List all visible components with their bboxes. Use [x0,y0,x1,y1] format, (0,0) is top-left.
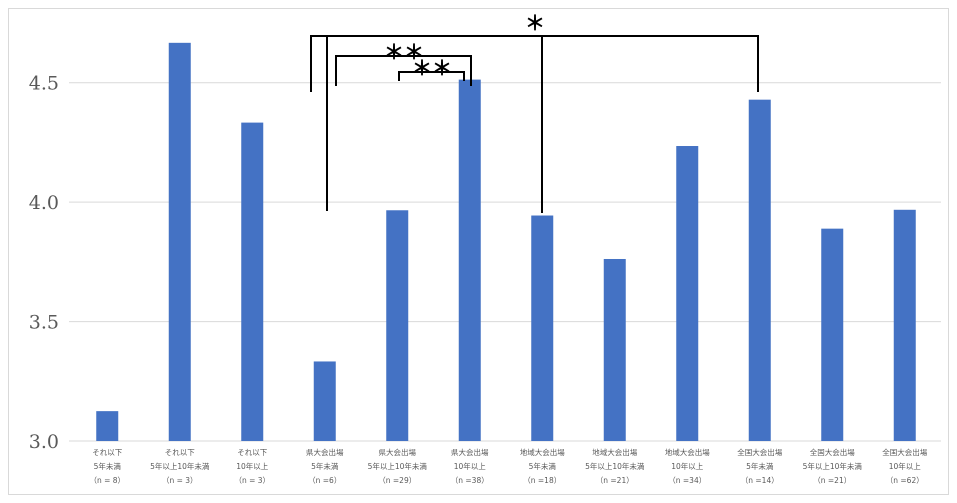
x-tick-label: 5年以上10年未満 [150,461,210,471]
x-tick-label: 5年以上10年未満 [585,461,645,471]
x-tick-label: （n =18） [523,476,561,485]
x-tick-label: 10年以上 [671,461,704,471]
x-tick-label: 全国大会出場 [810,447,855,457]
x-tick-label: それ以下 [237,448,267,457]
chart-frame: 3.0 3.5 4.0 4.5 それ以下 5年未満 （n = 8） それ以下 5年以上10年未満… [8,8,949,495]
significance-bracket [310,35,759,92]
x-tick-label: （n =29） [378,476,416,485]
x-tick-label: 10年以上 [236,461,269,471]
bar [748,99,771,441]
x-tick-label: 県大会出場 [379,447,417,457]
x-tick-label: それ以下 [165,448,195,457]
x-tick-label: （n = 8） [89,476,125,485]
bar [241,122,264,442]
bar [96,411,119,441]
x-tick-label: 5年未満 [529,461,557,471]
bar [531,215,554,441]
significance-label: ＊ [525,11,545,35]
bar [893,209,916,441]
bar [386,210,409,441]
x-tick-label: 県大会出場 [451,447,489,457]
significance-bracket [398,71,465,81]
bar [676,146,699,442]
x-tick-label: （n =62） [886,476,924,485]
bar-chart: 3.0 3.5 4.0 4.5 それ以下 5年未満 （n = 8） それ以下 5年以上10年未満… [29,11,941,485]
x-tick-label: （n = 3） [162,476,198,485]
x-tick-label: （n = 3） [234,476,270,485]
x-tick-label: 全国大会出場 [737,447,782,457]
x-tick-label: 全国大会出場 [882,447,927,457]
bar [458,79,481,442]
x-tick-label: 地域大会出場 [665,447,710,457]
x-tick-label: それ以下 [92,448,122,457]
x-tick-label: 5年以上10年未満 [368,461,428,471]
x-tick-label: （n =21） [813,476,851,485]
bar [313,361,336,441]
x-tick-label: 地域大会出場 [592,447,637,457]
y-tick-label: 3.0 [29,431,59,453]
x-tick-label: 県大会出場 [306,447,344,457]
x-tick-label: （n =14） [741,476,779,485]
x-tick-label: 10年以上 [889,461,922,471]
x-tick-label: （n =34） [668,476,706,485]
significance-label: ＊＊ [384,40,424,64]
significance-label: ＊＊ [412,56,452,80]
x-tick-label: （n =6） [308,476,341,485]
y-tick-label: 3.5 [29,312,59,334]
bar [821,228,844,441]
x-tick-label: 5年未満 [94,461,122,471]
y-tick-label: 4.0 [29,192,59,214]
x-tick-label: 地域大会出場 [520,447,565,457]
x-tick-label: 10年以上 [454,461,487,471]
x-tick-label: （n =38） [451,476,489,485]
significance-bracket [335,55,472,86]
y-tick-label: 4.5 [29,73,59,95]
bar [603,258,626,441]
bar [168,42,191,442]
x-tick-label: 5年未満 [311,461,339,471]
x-tick-label: （n =21） [596,476,634,485]
x-tick-label: 5年以上10年未満 [803,461,863,471]
x-tick-label: 5年未満 [746,461,774,471]
